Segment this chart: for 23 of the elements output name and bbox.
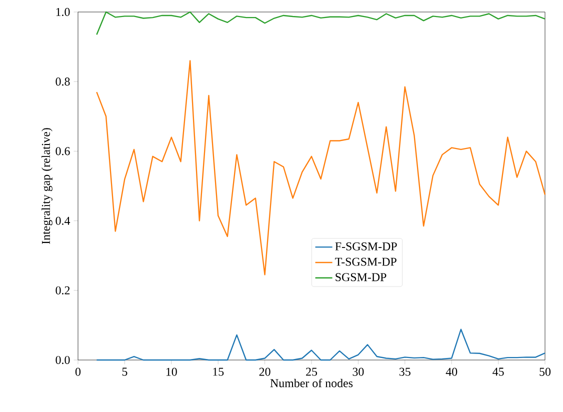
x-tick-label: 40: [446, 368, 458, 376]
y-tick-label: 0.2: [56, 286, 70, 294]
x-tick-label: 25: [306, 368, 318, 376]
x-tick-label: 35: [400, 368, 410, 376]
x-tick-label: 5: [122, 368, 128, 376]
x-tick-label: 15: [213, 368, 224, 376]
y-tick-label: 0.0: [56, 356, 70, 364]
y-tick-label: 1.0: [56, 8, 70, 16]
x-tick-label: 30: [352, 368, 364, 376]
y-axis-title: Integrality gap (relative): [42, 128, 52, 244]
legend-label: SGSM-DP: [336, 273, 386, 282]
line-series: [96, 11, 546, 36]
x-tick-label: 45: [492, 368, 504, 376]
x-tick-label: 50: [540, 368, 551, 376]
x-tick-label: 20: [259, 368, 270, 376]
x-axis-title: Number of nodes: [270, 378, 353, 388]
legend-label: F-SGSM-DP: [335, 242, 397, 250]
y-tick-label: 0.8: [56, 78, 70, 86]
y-tick-label: 0.6: [56, 147, 70, 156]
y-tick-label: 0.4: [56, 216, 70, 225]
x-tick-label: 10: [166, 368, 177, 376]
legend-label: T-SGSM-DP: [335, 258, 396, 266]
x-tick-label: 0: [75, 368, 81, 376]
